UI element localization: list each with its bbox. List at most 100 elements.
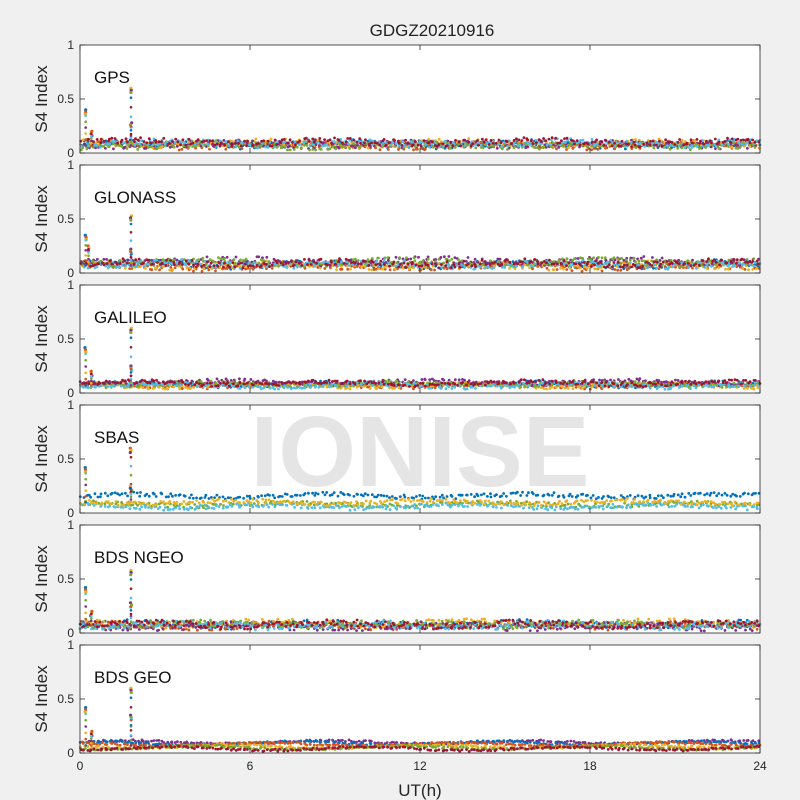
data-point bbox=[393, 387, 396, 390]
data-point bbox=[499, 141, 503, 145]
data-point bbox=[523, 263, 527, 267]
data-point bbox=[163, 387, 167, 391]
data-point bbox=[375, 259, 379, 263]
data-point bbox=[319, 140, 323, 144]
data-point bbox=[685, 141, 689, 145]
data-point bbox=[102, 140, 106, 143]
data-point bbox=[172, 385, 176, 389]
data-point bbox=[306, 263, 309, 266]
data-point bbox=[407, 144, 411, 148]
data-point bbox=[225, 255, 229, 259]
data-point bbox=[348, 146, 351, 150]
data-point bbox=[483, 260, 487, 263]
data-point bbox=[606, 260, 609, 264]
spike-tail-point bbox=[84, 132, 87, 135]
data-point bbox=[577, 385, 581, 389]
data-point bbox=[107, 264, 111, 268]
data-point bbox=[488, 259, 492, 263]
data-point bbox=[542, 260, 546, 263]
data-point bbox=[288, 138, 292, 142]
data-point bbox=[689, 138, 693, 142]
data-point bbox=[603, 265, 606, 269]
data-point bbox=[191, 141, 195, 145]
spike-point bbox=[129, 90, 133, 95]
data-point bbox=[112, 142, 115, 146]
data-point bbox=[633, 263, 637, 267]
data-point bbox=[596, 262, 600, 265]
data-point bbox=[619, 268, 623, 272]
data-point bbox=[356, 262, 360, 266]
data-point bbox=[368, 387, 372, 390]
data-point bbox=[481, 146, 485, 150]
data-point bbox=[515, 137, 518, 141]
data-point bbox=[569, 143, 573, 146]
data-point bbox=[522, 136, 526, 140]
data-point bbox=[474, 265, 477, 268]
data-point bbox=[437, 266, 441, 270]
data-point bbox=[242, 258, 245, 262]
data-point bbox=[718, 263, 721, 267]
data-point bbox=[202, 263, 206, 267]
data-point bbox=[498, 257, 502, 261]
data-point bbox=[655, 143, 658, 147]
data-point bbox=[727, 143, 730, 146]
data-point bbox=[240, 141, 244, 145]
data-point bbox=[382, 258, 386, 262]
figure-title: GDGZ20210916 bbox=[370, 21, 495, 40]
data-point bbox=[441, 142, 445, 146]
data-point bbox=[633, 143, 637, 147]
data-point bbox=[123, 266, 127, 270]
data-point bbox=[752, 257, 756, 261]
data-point bbox=[566, 386, 570, 390]
data-point bbox=[445, 260, 449, 264]
data-point bbox=[430, 262, 434, 266]
data-point bbox=[195, 265, 198, 269]
data-point bbox=[99, 137, 103, 141]
data-point bbox=[488, 263, 492, 266]
data-point bbox=[717, 147, 721, 151]
data-point bbox=[620, 139, 624, 143]
data-point bbox=[619, 261, 623, 265]
data-point bbox=[658, 139, 661, 143]
data-point bbox=[634, 260, 637, 264]
data-point bbox=[316, 141, 319, 144]
data-point bbox=[337, 385, 341, 389]
data-point bbox=[335, 268, 338, 271]
data-point bbox=[234, 255, 238, 259]
data-point bbox=[222, 139, 226, 142]
data-point bbox=[500, 145, 504, 149]
data-point bbox=[187, 262, 191, 266]
data-point bbox=[262, 259, 265, 262]
data-point bbox=[657, 137, 661, 141]
data-point bbox=[717, 140, 721, 144]
data-point bbox=[161, 265, 165, 268]
data-point bbox=[233, 265, 237, 269]
data-point bbox=[356, 144, 359, 147]
data-point bbox=[565, 148, 568, 151]
data-point bbox=[560, 262, 563, 266]
data-point bbox=[410, 262, 414, 266]
data-point bbox=[651, 256, 654, 259]
data-point bbox=[704, 146, 708, 149]
data-point bbox=[304, 136, 308, 140]
data-point bbox=[450, 257, 454, 261]
data-point bbox=[638, 266, 642, 269]
data-point bbox=[589, 258, 592, 261]
data-point bbox=[98, 146, 102, 149]
spike-tail-point bbox=[129, 255, 133, 259]
data-point bbox=[106, 142, 109, 146]
data-point bbox=[443, 140, 447, 143]
data-point bbox=[600, 256, 604, 260]
data-point bbox=[325, 143, 329, 147]
y-axis-label: S4 Index bbox=[32, 65, 51, 133]
data-point bbox=[99, 141, 103, 145]
data-point bbox=[355, 265, 359, 268]
data-point bbox=[736, 147, 740, 150]
data-point bbox=[348, 387, 352, 391]
data-point bbox=[280, 145, 284, 149]
data-point bbox=[126, 258, 130, 262]
data-point bbox=[200, 265, 204, 268]
data-point bbox=[273, 138, 277, 142]
